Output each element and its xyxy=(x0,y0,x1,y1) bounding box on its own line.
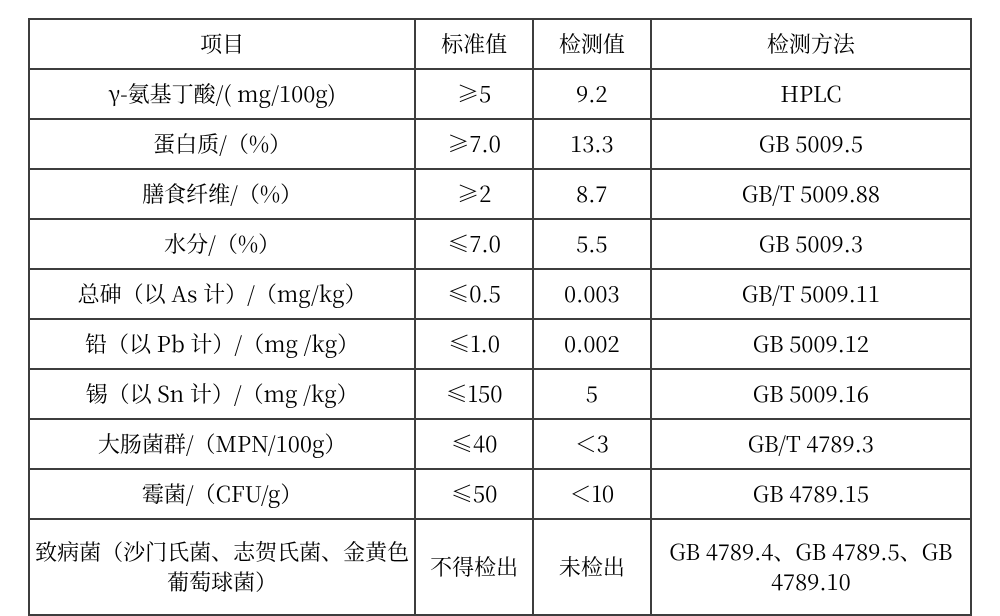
table-row: 大肠菌群/（MPN/100g） ≤40 ＜3 GB/T 4789.3 xyxy=(29,419,971,469)
table-header-row: 项目 标准值 检测值 检测方法 xyxy=(29,19,971,69)
table-row: 致病菌（沙门氏菌、志贺氏菌、金黄色葡萄球菌） 不得检出 未检出 GB 4789.… xyxy=(29,519,971,615)
cell-std: ≥2 xyxy=(415,169,533,219)
cell-val: 0.003 xyxy=(533,269,651,319)
cell-item: 大肠菌群/（MPN/100g） xyxy=(29,419,415,469)
cell-val: 8.7 xyxy=(533,169,651,219)
cell-std: ≤0.5 xyxy=(415,269,533,319)
cell-item: γ-氨基丁酸/( mg/100g) xyxy=(29,69,415,119)
cell-method: GB/T 5009.11 xyxy=(651,269,971,319)
table-row: 蛋白质/（%） ≥7.0 13.3 GB 5009.5 xyxy=(29,119,971,169)
cell-val: ＜3 xyxy=(533,419,651,469)
cell-std: ≥7.0 xyxy=(415,119,533,169)
cell-val: ＜10 xyxy=(533,469,651,519)
cell-item: 致病菌（沙门氏菌、志贺氏菌、金黄色葡萄球菌） xyxy=(29,519,415,615)
col-header-method: 检测方法 xyxy=(651,19,971,69)
table-row: 铅（以 Pb 计）/（mg /kg） ≤1.0 0.002 GB 5009.12 xyxy=(29,319,971,369)
cell-std: ≤1.0 xyxy=(415,319,533,369)
cell-method: GB 5009.12 xyxy=(651,319,971,369)
cell-val: 未检出 xyxy=(533,519,651,615)
cell-item: 蛋白质/（%） xyxy=(29,119,415,169)
cell-val: 5.5 xyxy=(533,219,651,269)
cell-item: 水分/（%） xyxy=(29,219,415,269)
page: 项目 标准值 检测值 检测方法 γ-氨基丁酸/( mg/100g) ≥5 9.2… xyxy=(0,0,1000,582)
table-row: 锡（以 Sn 计）/（mg /kg） ≤150 5 GB 5009.16 xyxy=(29,369,971,419)
cell-method: GB 5009.5 xyxy=(651,119,971,169)
cell-val: 13.3 xyxy=(533,119,651,169)
cell-val: 0.002 xyxy=(533,319,651,369)
cell-item: 总砷（以 As 计）/（mg/kg） xyxy=(29,269,415,319)
col-header-std: 标准值 xyxy=(415,19,533,69)
cell-val: 5 xyxy=(533,369,651,419)
cell-item: 霉菌/（CFU/g） xyxy=(29,469,415,519)
col-header-item: 项目 xyxy=(29,19,415,69)
cell-item: 铅（以 Pb 计）/（mg /kg） xyxy=(29,319,415,369)
cell-method: GB 5009.16 xyxy=(651,369,971,419)
cell-method: GB/T 5009.88 xyxy=(651,169,971,219)
cell-std: ≥5 xyxy=(415,69,533,119)
cell-std: 不得检出 xyxy=(415,519,533,615)
table-row: γ-氨基丁酸/( mg/100g) ≥5 9.2 HPLC xyxy=(29,69,971,119)
cell-method: GB 4789.4、GB 4789.5、GB 4789.10 xyxy=(651,519,971,615)
cell-item: 锡（以 Sn 计）/（mg /kg） xyxy=(29,369,415,419)
table-row: 总砷（以 As 计）/（mg/kg） ≤0.5 0.003 GB/T 5009.… xyxy=(29,269,971,319)
cell-method: GB 4789.15 xyxy=(651,469,971,519)
cell-std: ≤40 xyxy=(415,419,533,469)
data-table: 项目 标准值 检测值 检测方法 γ-氨基丁酸/( mg/100g) ≥5 9.2… xyxy=(28,18,972,616)
cell-std: ≤7.0 xyxy=(415,219,533,269)
cell-std: ≤150 xyxy=(415,369,533,419)
cell-val: 9.2 xyxy=(533,69,651,119)
table-row: 霉菌/（CFU/g） ≤50 ＜10 GB 4789.15 xyxy=(29,469,971,519)
table-row: 水分/（%） ≤7.0 5.5 GB 5009.3 xyxy=(29,219,971,269)
cell-method: GB/T 4789.3 xyxy=(651,419,971,469)
cell-method: GB 5009.3 xyxy=(651,219,971,269)
col-header-val: 检测值 xyxy=(533,19,651,69)
table-row: 膳食纤维/（%） ≥2 8.7 GB/T 5009.88 xyxy=(29,169,971,219)
cell-method: HPLC xyxy=(651,69,971,119)
cell-item: 膳食纤维/（%） xyxy=(29,169,415,219)
cell-std: ≤50 xyxy=(415,469,533,519)
